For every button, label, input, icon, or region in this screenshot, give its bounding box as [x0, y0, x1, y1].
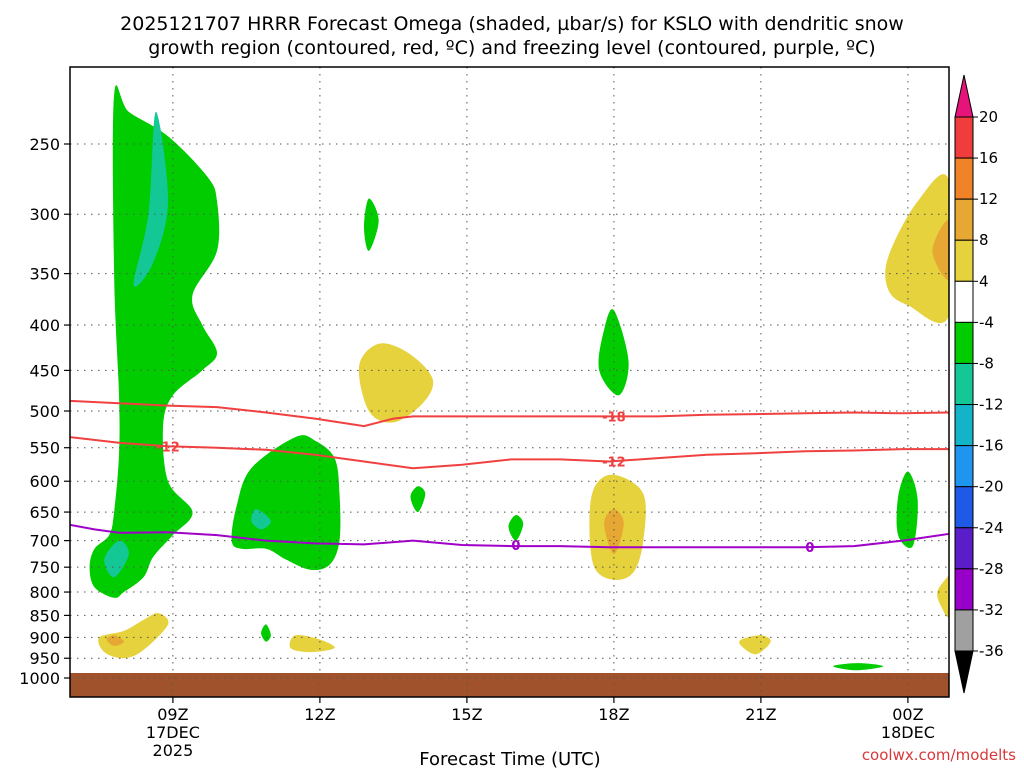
colorbar-segment	[954, 404, 974, 447]
colorbar-segment	[954, 280, 974, 323]
colorbar-label: -12	[979, 396, 1004, 414]
colorbar-top-arrow	[954, 74, 974, 118]
x-tick-label: 00Z	[892, 705, 923, 724]
grid-lines	[70, 67, 949, 697]
omega-region-7	[508, 514, 524, 541]
omega-region-22	[937, 572, 949, 618]
colorbar-label: 8	[979, 231, 989, 249]
surface-terrain-band	[70, 673, 949, 697]
colorbar-segment	[954, 362, 974, 406]
y-tick-label: 1000	[19, 669, 60, 688]
contour-labels: -18 -12 -12 0 0	[156, 410, 814, 556]
colorbar-segment	[954, 486, 974, 529]
y-tick-label: 250	[29, 135, 60, 154]
omega-region-18	[739, 635, 771, 655]
chart-title-line1: 2025121707 HRRR Forecast Omega (shaded, …	[120, 13, 904, 35]
contour-lines	[70, 399, 949, 549]
colorbar-label: 4	[979, 272, 989, 290]
omega-region-4	[251, 509, 271, 530]
contour-label: -12	[602, 455, 626, 470]
colorbar-label: -36	[979, 642, 1004, 660]
omega-region-2	[104, 540, 129, 578]
omega-region-17	[289, 634, 335, 653]
y-tick-label: 550	[29, 439, 60, 458]
x-tick-date: 18DEC	[881, 723, 935, 742]
colorbar-label: -4	[979, 313, 994, 331]
omega-region-11	[833, 663, 884, 671]
x-tick-label: 18Z	[598, 705, 629, 724]
y-tick-label: 850	[29, 606, 60, 625]
y-tick-label: 400	[29, 316, 60, 335]
colorbar-label: 16	[979, 149, 998, 167]
omega-region-5	[364, 198, 379, 251]
surface-band	[70, 673, 949, 697]
colorbar-segment	[954, 157, 974, 200]
y-tick-label: 700	[29, 532, 60, 551]
colorbar-segment	[954, 198, 974, 241]
omega-region-8	[598, 309, 629, 396]
y-tick-label: 750	[29, 558, 60, 577]
colorbar-label: 12	[979, 190, 998, 208]
x-tick-label: 09Z	[157, 705, 188, 724]
omega-region-0	[89, 85, 220, 598]
contour-label: 0	[511, 539, 520, 554]
omega-region-10	[261, 624, 271, 642]
y-tick-label: 800	[29, 583, 60, 602]
plot-frame	[69, 66, 950, 698]
omega-region-20	[932, 220, 949, 280]
colorbar-segment	[954, 116, 974, 159]
chart-title-line2: growth region (contoured, red, ºC) and f…	[148, 37, 875, 59]
omega-region-14	[604, 509, 624, 555]
x-tick-year: 2025	[153, 741, 194, 760]
omega-region-15	[98, 613, 169, 659]
colorbar-segment	[954, 568, 974, 611]
x-tick-label: 15Z	[451, 705, 482, 724]
contour-line-minus18	[70, 399, 949, 428]
y-tick-label: 600	[29, 472, 60, 491]
contour-line-0	[70, 523, 949, 549]
colorbar-label: -8	[979, 354, 994, 372]
contour-label: -12	[156, 440, 180, 455]
omega-shading	[89, 85, 949, 671]
colorbar-label: -24	[979, 519, 1004, 537]
omega-region-12	[358, 343, 434, 423]
omega-region-6	[410, 486, 426, 513]
colorbar-label: -32	[979, 601, 1004, 619]
colorbar-label: -16	[979, 437, 1004, 455]
x-tick-date: 17DEC	[146, 723, 200, 742]
y-tick-label: 950	[29, 649, 60, 668]
y-tick-label: 900	[29, 628, 60, 647]
contour-label: -18	[602, 410, 626, 425]
colorbar-label: 20	[979, 108, 998, 126]
y-axis-ticks: 250 300 350 400 450 500 550 600 650 700 750 800 850 9…	[19, 135, 70, 688]
y-tick-label: 450	[29, 361, 60, 380]
colorbar-segment	[954, 609, 974, 652]
colorbar-label: -28	[979, 560, 1004, 578]
x-tick-label: 12Z	[304, 705, 335, 724]
omega-region-16	[106, 635, 124, 646]
colorbar-segment	[954, 445, 974, 488]
omega-region-3	[231, 435, 341, 570]
x-tick-label: 21Z	[745, 705, 776, 724]
credit-text: coolwx.com/modelts	[862, 746, 1016, 764]
omega-region-1	[133, 111, 169, 287]
omega-region-9	[896, 471, 918, 548]
y-tick-label: 350	[29, 265, 60, 284]
omega-region-19	[885, 174, 949, 323]
colorbar-segment	[954, 239, 974, 282]
colorbar-bottom-arrow	[954, 650, 974, 694]
colorbar: 20 16 12 8 4 -4 -8 -12 -16 -20 -24 -28 -32 -36	[954, 74, 1004, 694]
y-tick-label: 500	[29, 402, 60, 421]
colorbar-segment	[954, 321, 974, 364]
x-axis-label: Forecast Time (UTC)	[419, 749, 600, 768]
y-tick-label: 300	[29, 205, 60, 224]
colorbar-segment	[954, 527, 974, 570]
contour-line-minus12	[70, 436, 949, 470]
y-tick-label: 650	[29, 503, 60, 522]
contour-label: 0	[805, 541, 814, 556]
colorbar-label: -20	[979, 478, 1004, 496]
